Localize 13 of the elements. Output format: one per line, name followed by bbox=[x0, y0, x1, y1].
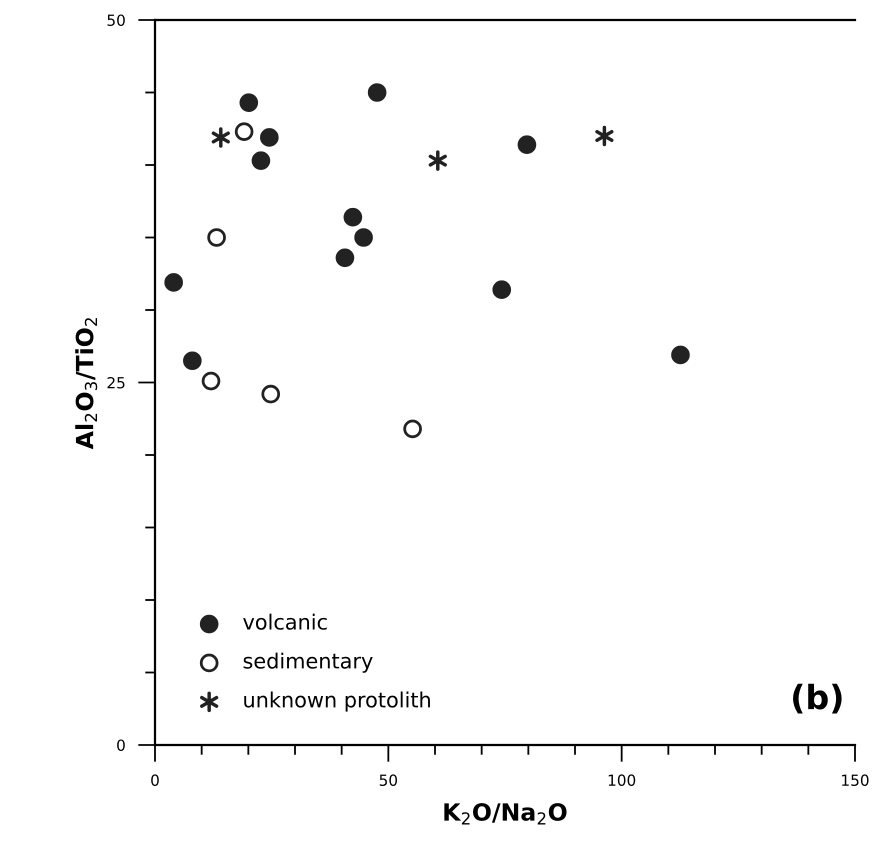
y-tick-label: 25 bbox=[108, 376, 124, 389]
x-tick-label: 50 bbox=[380, 774, 398, 786]
legend-label: sedimentary bbox=[244, 652, 373, 673]
legend-label: unknown protolith bbox=[244, 692, 430, 712]
annotation: (b) bbox=[793, 684, 842, 714]
x-axis-title: K$_{2}$O/Na$_{2}$O bbox=[444, 803, 567, 824]
y-axis-title: Al$_{2}$O$_{3}$/TiO$_{2}$ bbox=[75, 318, 98, 450]
y-tick-label: 50 bbox=[108, 14, 125, 26]
x-tick-label: 150 bbox=[842, 774, 869, 786]
y-tick-label: 0 bbox=[117, 739, 125, 752]
legend-label: volcanic bbox=[243, 614, 327, 630]
x-tick-label: 0 bbox=[151, 774, 159, 786]
x-tick-label: 100 bbox=[608, 774, 636, 786]
